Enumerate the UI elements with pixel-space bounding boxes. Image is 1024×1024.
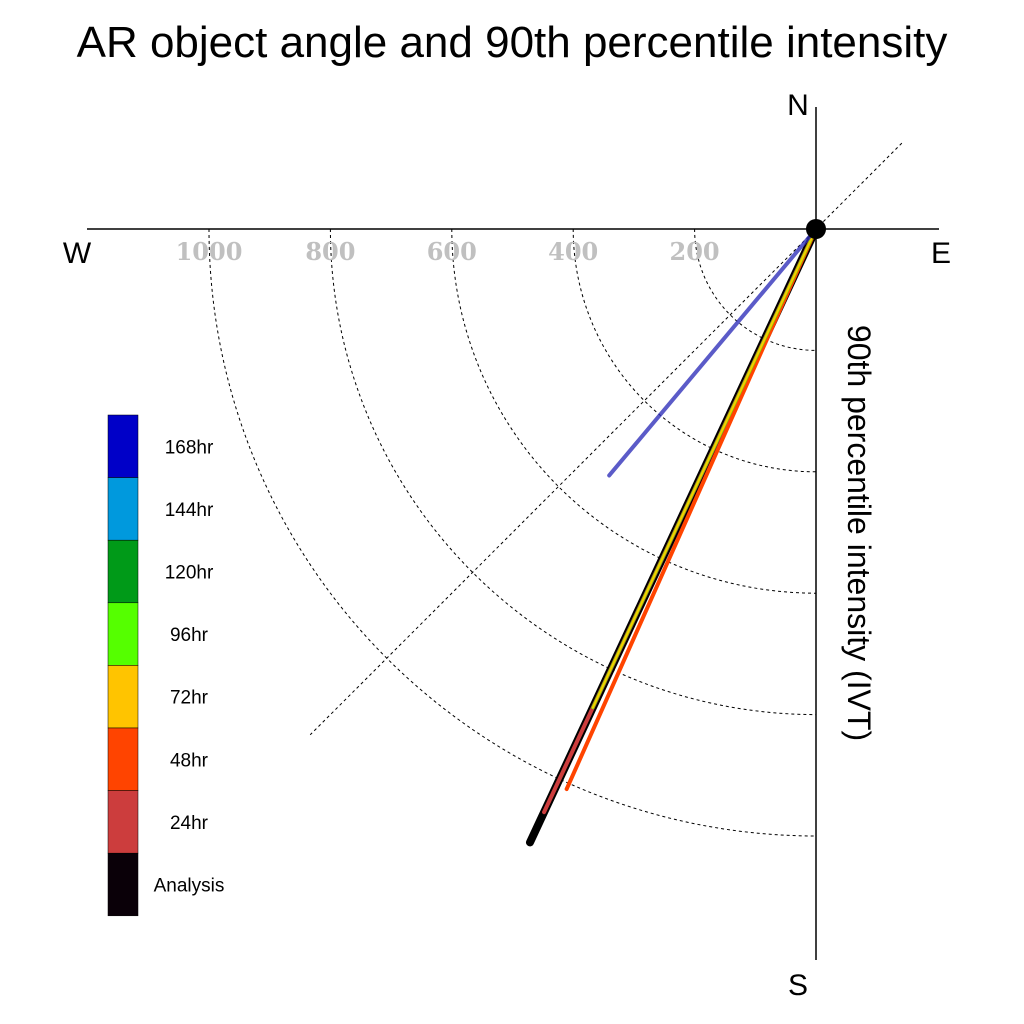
legend-label: 24hr xyxy=(170,813,209,834)
legend-label: 120hr xyxy=(165,563,214,584)
legend-label: 48hr xyxy=(170,750,209,771)
vector-72hr xyxy=(591,228,817,709)
vector-168hr xyxy=(607,227,818,478)
legend-label: 96hr xyxy=(170,625,209,646)
origin-marker xyxy=(806,219,826,239)
radial-tick-label: 600 xyxy=(427,237,477,266)
legend-swatch xyxy=(107,790,139,854)
grid-arc xyxy=(451,228,817,594)
legend-swatch xyxy=(107,602,139,666)
legend-swatch xyxy=(107,665,139,729)
legend-swatch xyxy=(107,852,139,917)
vector-48hr xyxy=(564,227,818,792)
data-vectors xyxy=(525,225,820,847)
grid-arc xyxy=(572,228,817,473)
legend-swatch xyxy=(107,414,139,478)
radial-tick-labels: 200 400 600 800 1000 xyxy=(176,237,720,266)
radial-tick-label: 400 xyxy=(548,237,598,266)
radial-tick-label: 800 xyxy=(305,237,355,266)
legend-label: 72hr xyxy=(170,688,209,709)
y-axis-label: 90th percentile intensity (IVT) xyxy=(841,325,877,741)
legend: 168hr 144hr 120hr 96hr 72hr 48hr 24hr Analysis xyxy=(107,414,225,917)
legend-label: 168hr xyxy=(165,437,214,458)
compass-east-label: E xyxy=(931,237,951,270)
compass-south-label: S xyxy=(788,969,808,1002)
compass-north-label: N xyxy=(787,89,809,122)
radial-tick-label: 1000 xyxy=(176,237,243,266)
legend-swatch xyxy=(107,539,139,604)
legend-swatch xyxy=(107,477,139,541)
grid-arc xyxy=(329,228,817,716)
grid-arc xyxy=(694,228,817,351)
legend-swatch xyxy=(107,727,139,791)
chart-title: AR object angle and 90th percentile inte… xyxy=(77,18,948,67)
compass-west-label: W xyxy=(63,237,92,270)
legend-label: Analysis xyxy=(154,876,225,897)
radial-tick-label: 200 xyxy=(670,237,720,266)
legend-label: 144hr xyxy=(165,500,214,521)
